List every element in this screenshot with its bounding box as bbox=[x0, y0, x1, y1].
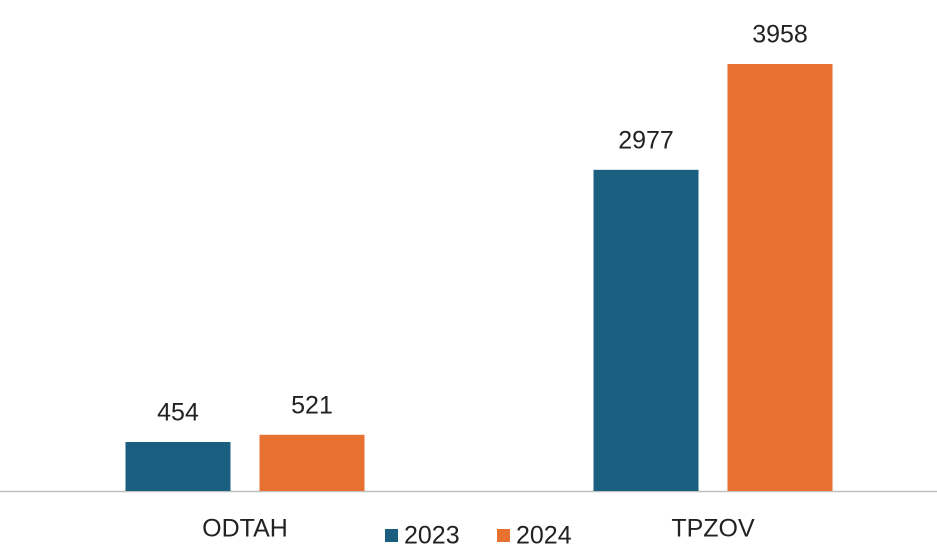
x-tick-label: ODTAH bbox=[202, 515, 288, 543]
legend-label: 2024 bbox=[516, 522, 572, 545]
legend-swatch bbox=[385, 529, 398, 542]
legend-label: 2023 bbox=[404, 522, 460, 545]
bar bbox=[125, 442, 231, 491]
bar bbox=[727, 64, 833, 491]
data-label: 454 bbox=[157, 399, 199, 427]
bar bbox=[259, 434, 365, 491]
x-tick-label: TPZOV bbox=[671, 515, 755, 543]
bar bbox=[593, 169, 699, 491]
data-label: 521 bbox=[291, 391, 333, 419]
legend-swatch bbox=[497, 529, 510, 542]
data-label: 3958 bbox=[752, 21, 808, 49]
data-label: 2977 bbox=[618, 126, 674, 154]
